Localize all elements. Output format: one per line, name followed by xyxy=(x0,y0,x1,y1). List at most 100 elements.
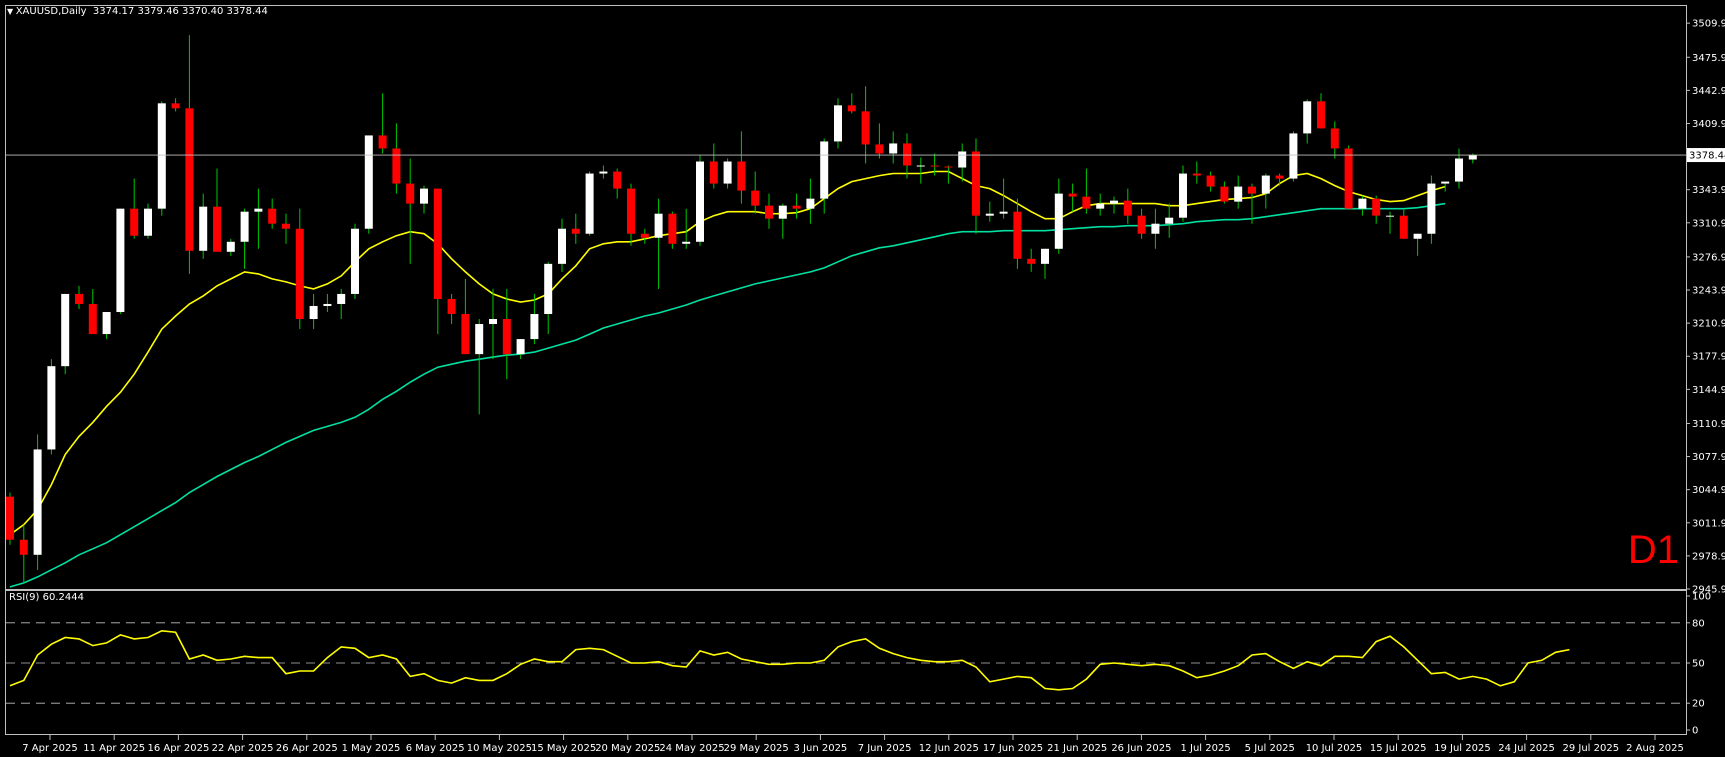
candle[interactable] xyxy=(861,86,870,164)
candle[interactable] xyxy=(1455,148,1463,189)
candle[interactable] xyxy=(696,155,704,246)
candle[interactable] xyxy=(268,198,277,229)
candle[interactable] xyxy=(351,223,359,299)
time-axis[interactable]: 7 Apr 2025 11 Apr 2025 16 Apr 2025 22 Apr 2… xyxy=(22,735,1684,754)
candle[interactable] xyxy=(972,138,980,234)
candle[interactable] xyxy=(1399,208,1408,239)
candle[interactable] xyxy=(1289,131,1298,182)
candle[interactable] xyxy=(516,339,525,360)
candle[interactable] xyxy=(903,133,911,179)
candle[interactable] xyxy=(433,188,442,335)
candle[interactable] xyxy=(847,93,856,114)
candle[interactable] xyxy=(337,288,346,320)
candle[interactable] xyxy=(240,208,249,269)
candle[interactable] xyxy=(378,93,387,154)
candle[interactable] xyxy=(254,188,263,249)
candle[interactable] xyxy=(1358,195,1367,216)
candle[interactable] xyxy=(530,293,539,345)
candle[interactable] xyxy=(1110,196,1118,214)
candle[interactable] xyxy=(61,293,70,375)
candle[interactable] xyxy=(213,168,221,252)
candle[interactable] xyxy=(571,213,580,244)
candle[interactable] xyxy=(88,288,97,335)
candles[interactable] xyxy=(6,35,1477,583)
candle[interactable] xyxy=(226,238,235,256)
candle[interactable] xyxy=(47,359,56,455)
candle[interactable] xyxy=(1275,173,1284,186)
candle[interactable] xyxy=(1096,193,1105,216)
candle[interactable] xyxy=(282,213,290,244)
candle[interactable] xyxy=(475,319,484,415)
candle[interactable] xyxy=(1137,208,1146,239)
candle[interactable] xyxy=(1317,93,1325,129)
candle[interactable] xyxy=(364,135,373,234)
candle[interactable] xyxy=(1013,198,1022,269)
candle[interactable] xyxy=(1441,181,1450,192)
candle[interactable] xyxy=(834,98,842,149)
candle[interactable] xyxy=(792,193,801,219)
candle[interactable] xyxy=(116,208,125,315)
candle[interactable] xyxy=(1123,188,1132,224)
candle[interactable] xyxy=(1165,203,1174,238)
candle[interactable] xyxy=(1041,248,1049,279)
candle[interactable] xyxy=(420,185,428,214)
candle[interactable] xyxy=(668,211,677,249)
candle[interactable] xyxy=(1234,175,1243,209)
candle[interactable] xyxy=(199,193,208,259)
candle[interactable] xyxy=(489,288,497,360)
candle[interactable] xyxy=(502,288,511,380)
candle[interactable] xyxy=(682,208,691,249)
candle[interactable] xyxy=(1427,175,1436,244)
candle[interactable] xyxy=(461,278,470,355)
candle[interactable] xyxy=(751,171,760,214)
candle[interactable] xyxy=(6,492,14,545)
candle[interactable] xyxy=(1248,183,1256,224)
candle[interactable] xyxy=(1386,211,1394,234)
candle[interactable] xyxy=(309,293,318,330)
candle[interactable] xyxy=(1413,233,1422,256)
candle[interactable] xyxy=(130,178,139,239)
candle[interactable] xyxy=(958,143,967,182)
candle[interactable] xyxy=(778,203,787,239)
candle[interactable] xyxy=(585,171,594,236)
candle[interactable] xyxy=(295,208,304,330)
candle[interactable] xyxy=(323,293,332,312)
candle[interactable] xyxy=(1054,178,1063,254)
candle[interactable] xyxy=(889,131,898,164)
candle[interactable] xyxy=(558,218,566,272)
candle[interactable] xyxy=(916,157,925,184)
candle[interactable] xyxy=(544,261,553,335)
candle[interactable] xyxy=(806,178,815,224)
candle[interactable] xyxy=(930,153,939,176)
candle[interactable] xyxy=(737,131,746,204)
candle[interactable] xyxy=(157,101,166,216)
candle[interactable] xyxy=(1261,173,1270,209)
candle[interactable] xyxy=(1303,99,1312,144)
price-axis[interactable]: 3509.903475.903442.903409.903376.903343.… xyxy=(6,19,1725,596)
candle[interactable] xyxy=(820,138,829,214)
candle[interactable] xyxy=(723,158,732,189)
candle[interactable] xyxy=(102,311,111,340)
candle[interactable] xyxy=(985,201,994,222)
candle[interactable] xyxy=(171,98,180,112)
triangle-down-icon[interactable]: ▼ xyxy=(7,7,16,16)
candle[interactable] xyxy=(1068,183,1077,212)
candle[interactable] xyxy=(1179,165,1187,222)
candle[interactable] xyxy=(709,143,718,189)
candle[interactable] xyxy=(613,168,622,199)
candle[interactable] xyxy=(654,198,663,289)
candle[interactable] xyxy=(1027,248,1036,272)
candle[interactable] xyxy=(392,123,401,194)
candle[interactable] xyxy=(1151,208,1160,249)
candle[interactable] xyxy=(19,524,28,583)
candle[interactable] xyxy=(1192,161,1201,184)
candle[interactable] xyxy=(875,123,884,159)
candle[interactable] xyxy=(1206,171,1215,192)
candle[interactable] xyxy=(144,203,152,239)
symbol-header[interactable]: ▼ XAUUSD,Daily 3374.17 3379.46 3370.40 3… xyxy=(7,6,268,17)
candle[interactable] xyxy=(640,228,649,244)
candle[interactable] xyxy=(999,178,1008,219)
candle[interactable] xyxy=(1220,181,1229,204)
candle[interactable] xyxy=(185,35,194,274)
